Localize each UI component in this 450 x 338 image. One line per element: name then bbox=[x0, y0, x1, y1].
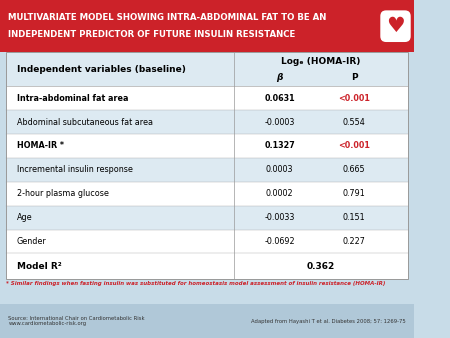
Text: HOMA-IR *: HOMA-IR * bbox=[17, 141, 63, 150]
Text: 0.362: 0.362 bbox=[307, 262, 335, 271]
Text: MULTIVARIATE MODEL SHOWING INTRA-ABDOMINAL FAT TO BE AN: MULTIVARIATE MODEL SHOWING INTRA-ABDOMIN… bbox=[8, 13, 327, 22]
Text: * Similar findings when fasting insulin was substituted for homeostasis model as: * Similar findings when fasting insulin … bbox=[6, 281, 386, 286]
Text: 2-hour plasma glucose: 2-hour plasma glucose bbox=[17, 189, 108, 198]
Text: Source: International Chair on Cardiometabolic Risk
www.cardiometabolic-risk.org: Source: International Chair on Cardiomet… bbox=[8, 316, 145, 327]
Text: 0.1327: 0.1327 bbox=[264, 141, 295, 150]
Text: 0.791: 0.791 bbox=[343, 189, 365, 198]
Text: P: P bbox=[351, 73, 357, 81]
Text: -0.0692: -0.0692 bbox=[264, 237, 295, 246]
FancyBboxPatch shape bbox=[6, 134, 408, 158]
FancyBboxPatch shape bbox=[6, 158, 408, 182]
Text: 0.665: 0.665 bbox=[343, 165, 365, 174]
FancyBboxPatch shape bbox=[6, 110, 408, 134]
FancyBboxPatch shape bbox=[6, 86, 408, 110]
Text: 0.0631: 0.0631 bbox=[264, 94, 295, 103]
FancyBboxPatch shape bbox=[6, 254, 408, 279]
Text: Intra-abdominal fat area: Intra-abdominal fat area bbox=[17, 94, 128, 103]
Text: 0.554: 0.554 bbox=[343, 118, 365, 126]
FancyBboxPatch shape bbox=[6, 206, 408, 230]
Text: Abdominal subcutaneous fat area: Abdominal subcutaneous fat area bbox=[17, 118, 153, 126]
Text: 0.151: 0.151 bbox=[343, 213, 365, 222]
Text: -0.0033: -0.0033 bbox=[264, 213, 295, 222]
FancyBboxPatch shape bbox=[0, 0, 414, 52]
Text: 0.0002: 0.0002 bbox=[266, 189, 293, 198]
Text: 0.227: 0.227 bbox=[342, 237, 365, 246]
Text: -0.0003: -0.0003 bbox=[264, 118, 295, 126]
Text: 0.0003: 0.0003 bbox=[266, 165, 293, 174]
Text: Gender: Gender bbox=[17, 237, 46, 246]
Text: <0.001: <0.001 bbox=[338, 141, 370, 150]
Text: Adapted from Hayashi T et al. Diabetes 2008; 57: 1269-75: Adapted from Hayashi T et al. Diabetes 2… bbox=[251, 319, 406, 323]
Text: Age: Age bbox=[17, 213, 32, 222]
Text: Model R²: Model R² bbox=[17, 262, 61, 271]
FancyBboxPatch shape bbox=[6, 52, 408, 86]
FancyBboxPatch shape bbox=[6, 230, 408, 254]
Text: Independent variables (baseline): Independent variables (baseline) bbox=[17, 65, 185, 74]
Text: ♥: ♥ bbox=[386, 16, 405, 36]
Text: INDEPENDENT PREDICTOR OF FUTURE INSULIN RESISTANCE: INDEPENDENT PREDICTOR OF FUTURE INSULIN … bbox=[8, 30, 296, 40]
FancyBboxPatch shape bbox=[6, 182, 408, 206]
FancyBboxPatch shape bbox=[0, 304, 414, 338]
Text: Incremental insulin response: Incremental insulin response bbox=[17, 165, 132, 174]
Text: Logₑ (HOMA-IR): Logₑ (HOMA-IR) bbox=[281, 57, 360, 66]
Text: β: β bbox=[276, 73, 283, 81]
Text: <0.001: <0.001 bbox=[338, 94, 370, 103]
